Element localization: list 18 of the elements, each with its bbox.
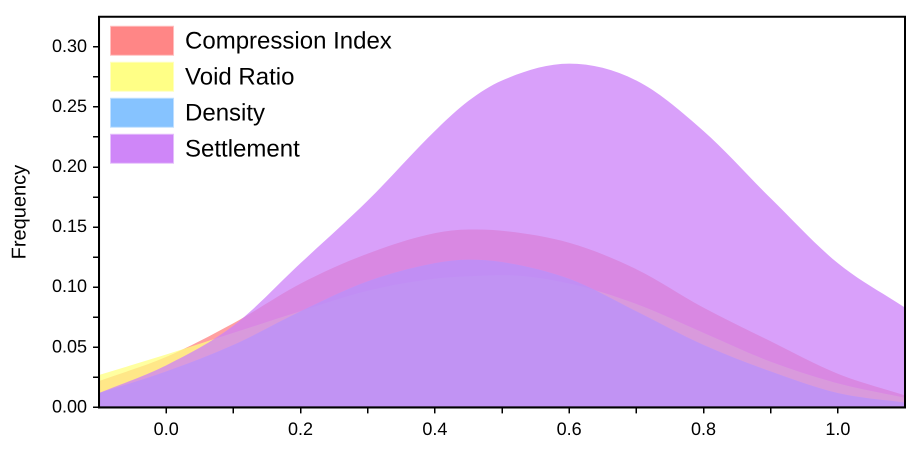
- legend-label: Density: [185, 99, 266, 126]
- y-tick-label: 0.10: [52, 276, 88, 296]
- y-axis-title: Frequency: [8, 164, 31, 260]
- y-tick-label: 0.05: [52, 336, 88, 356]
- x-tick-label: 0.4: [422, 419, 448, 440]
- y-tick-label: 0.30: [52, 36, 88, 56]
- y-tick-label: 0.20: [52, 156, 88, 176]
- y-tick-label: 0.00: [52, 396, 88, 416]
- x-tick-label: 0.0: [154, 419, 179, 440]
- x-tick-label: 1.0: [825, 419, 850, 440]
- y-tick-label: 0.15: [52, 216, 88, 236]
- legend-label: Void Ratio: [185, 63, 294, 90]
- y-tick-label: 0.25: [52, 96, 88, 116]
- x-tick-label: 0.6: [556, 419, 582, 440]
- legend-label: Settlement: [185, 135, 300, 162]
- legend-label: Compression Index: [185, 27, 392, 54]
- x-tick-label: 0.8: [690, 419, 716, 440]
- x-tick-label: 0.2: [288, 419, 314, 440]
